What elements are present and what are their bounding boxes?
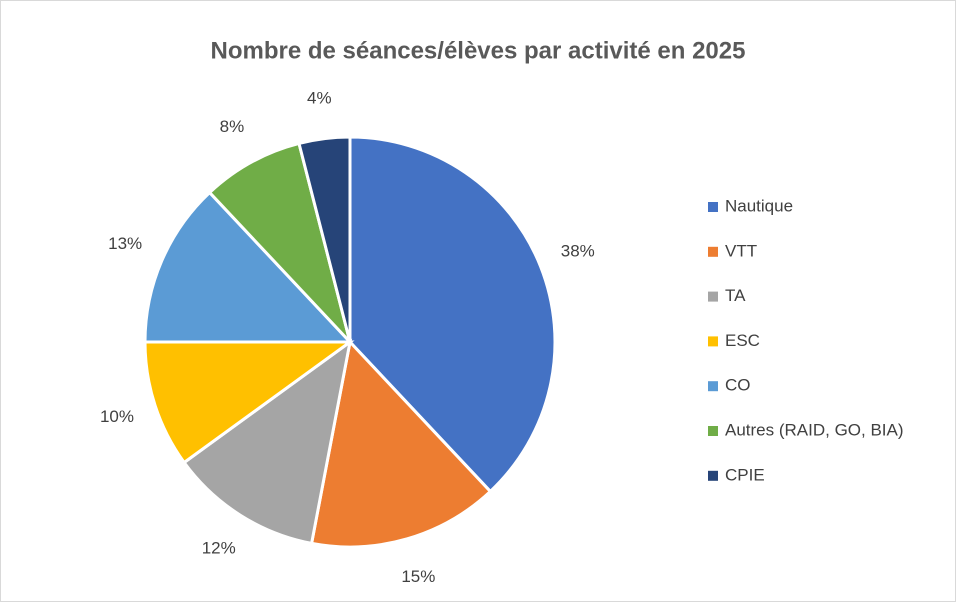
data-label: 12% xyxy=(202,538,236,557)
data-label: 13% xyxy=(108,234,142,253)
legend-swatch xyxy=(708,426,718,436)
pie-slice xyxy=(309,338,493,549)
legend-label: VTT xyxy=(725,241,757,260)
pie-slice xyxy=(207,141,352,344)
data-label: 10% xyxy=(100,407,134,426)
legend-swatch xyxy=(708,246,718,257)
legend-label: Nautique xyxy=(725,196,793,215)
legend-label: CO xyxy=(725,376,751,395)
pie-slice xyxy=(143,340,355,465)
legend-swatch xyxy=(708,470,718,481)
legend-label: CPIE xyxy=(725,465,765,484)
legend-swatch xyxy=(708,336,718,347)
data-label: 4% xyxy=(307,88,332,107)
legend-swatch xyxy=(708,291,718,302)
pie-slice xyxy=(348,135,557,494)
legend-label: TA xyxy=(725,286,746,305)
data-label: 38% xyxy=(561,241,595,260)
data-label: 15% xyxy=(401,567,435,586)
pie-slice xyxy=(297,135,352,343)
legend-label: ESC xyxy=(725,331,760,350)
data-label: 8% xyxy=(220,117,245,136)
pie-slice xyxy=(182,338,353,546)
legend-swatch xyxy=(708,381,718,392)
chart-title: Nombre de séances/élèves par activité en… xyxy=(211,37,746,64)
pie-slice xyxy=(143,190,354,344)
legend-label: Autres (RAID, GO, BIA) xyxy=(725,420,904,439)
legend-swatch xyxy=(708,202,718,212)
